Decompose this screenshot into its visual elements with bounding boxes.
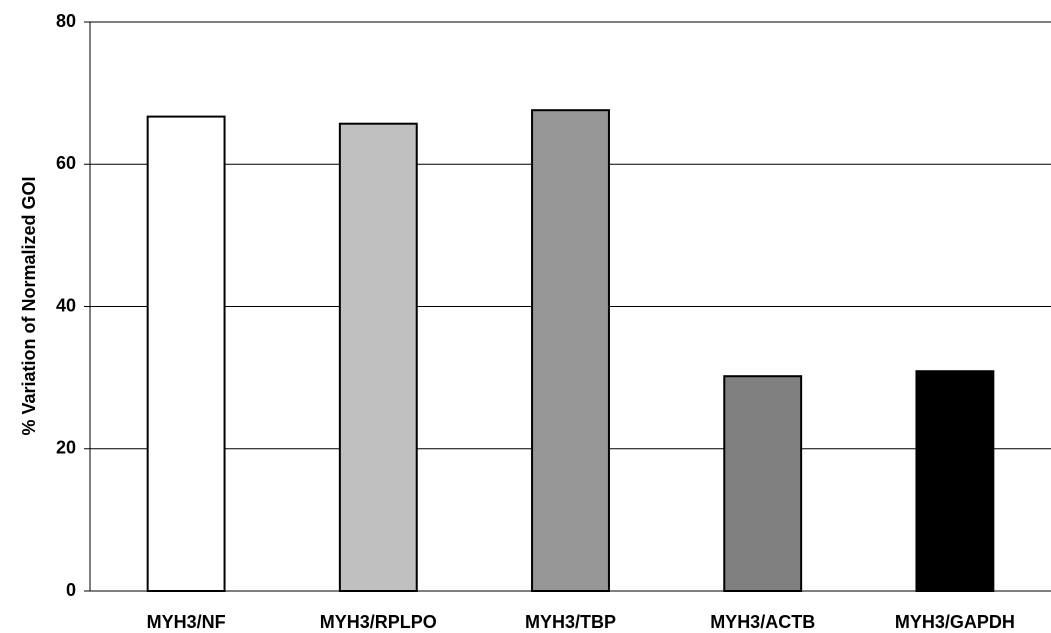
x-tick-label: MYH3/RPLPO xyxy=(320,612,437,632)
bar xyxy=(146,115,226,592)
x-tick-label: MYH3/NF xyxy=(147,612,226,632)
y-axis-label: % Variation of Normalized GOI xyxy=(19,176,39,435)
y-tick-label: 0 xyxy=(66,580,76,600)
bar xyxy=(531,109,610,592)
bar xyxy=(723,375,803,593)
y-tick-label: 80 xyxy=(56,11,76,31)
x-tick-label: MYH3/TBP xyxy=(525,612,616,632)
x-tick-label: MYH3/GAPDH xyxy=(895,612,1015,632)
y-tick-label: 60 xyxy=(56,153,76,173)
bar xyxy=(915,370,995,592)
x-tick-label: MYH3/ACTB xyxy=(710,612,815,632)
bar xyxy=(338,122,418,593)
y-tick-label: 40 xyxy=(56,295,76,315)
y-tick-label: 20 xyxy=(56,438,76,458)
